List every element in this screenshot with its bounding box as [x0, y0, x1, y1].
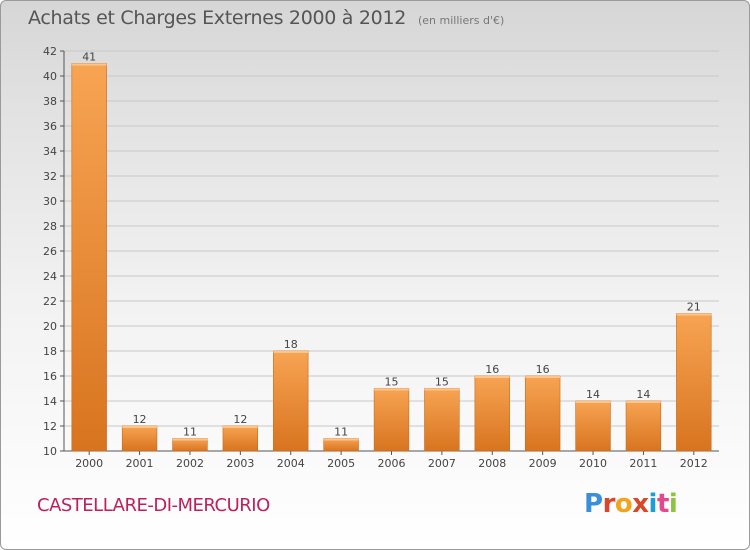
bar-highlight: [71, 63, 107, 66]
x-tick-label-2008: 2008: [478, 457, 506, 470]
x-tick-label-2001: 2001: [126, 457, 154, 470]
labels: 41 2000 12 2001 11 2002 12 2003 18 2004 11 2005 15 20…: [75, 51, 708, 471]
data-label-2004: 18: [284, 338, 298, 351]
city-name: CASTELLARE-DI-MERCURIO: [37, 495, 270, 516]
bar-highlight: [474, 376, 510, 378]
data-label-2012: 21: [687, 301, 701, 314]
data-label-2007: 15: [435, 376, 449, 389]
x-tick-label-2010: 2010: [579, 457, 607, 470]
y-tick-label: 30: [43, 195, 57, 208]
y-tick-label: 26: [43, 245, 57, 258]
bar-2012: [676, 313, 712, 452]
x-tick-label-2012: 2012: [680, 457, 708, 470]
data-label-2011: 14: [636, 388, 650, 401]
chart-subtitle: (en milliers d'€): [418, 14, 505, 27]
data-label-2006: 15: [385, 376, 399, 389]
bar-highlight: [323, 438, 359, 441]
bar-2004: [273, 350, 309, 452]
y-tick-label: 32: [43, 170, 57, 183]
bar-2010: [575, 400, 611, 452]
y-tick-label: 36: [43, 120, 57, 133]
proxiti-logo[interactable]: Proxiti: [584, 489, 678, 519]
bar-highlight: [575, 401, 611, 403]
data-label-2001: 12: [133, 413, 147, 426]
y-tick-label: 22: [43, 295, 57, 308]
x-tick-label-2011: 2011: [629, 457, 657, 470]
bar-highlight: [222, 426, 258, 428]
y-tick-label: 14: [43, 395, 57, 408]
x-tick-label-2006: 2006: [378, 457, 406, 470]
bar-2000: [71, 63, 107, 452]
x-tick-label-2007: 2007: [428, 457, 456, 470]
y-tick-label: 40: [43, 70, 57, 83]
x-tick-label-2004: 2004: [277, 457, 305, 470]
data-label-2008: 16: [485, 363, 499, 376]
x-tick-label-2009: 2009: [529, 457, 557, 470]
bars: [71, 63, 712, 452]
x-tick-label-2003: 2003: [226, 457, 254, 470]
y-tick-label: 18: [43, 345, 57, 358]
bar-highlight: [424, 388, 460, 391]
x-tick-label-2002: 2002: [176, 457, 204, 470]
bar-2011: [625, 400, 662, 452]
bar-highlight: [122, 426, 157, 428]
bar-2006: [373, 388, 410, 452]
bar-highlight: [626, 401, 661, 403]
y-tick-label: 10: [43, 445, 57, 458]
bar-2007: [424, 388, 460, 452]
bar-highlight: [172, 438, 208, 441]
y-tick-label: 38: [43, 95, 57, 108]
bar-highlight: [374, 388, 409, 391]
bar-highlight: [676, 313, 712, 316]
bar-2008: [474, 375, 510, 452]
data-label-2002: 11: [183, 426, 197, 439]
y-tick-label: 16: [43, 370, 57, 383]
x-tick-label-2005: 2005: [327, 457, 355, 470]
chart-title: Achats et Charges Externes 2000 à 2012: [28, 7, 407, 29]
x-tick-label-2000: 2000: [75, 457, 103, 470]
bar-2009: [524, 375, 561, 452]
bar-highlight: [273, 351, 309, 353]
y-tick-label: 34: [43, 145, 57, 158]
bar-2003: [222, 425, 259, 452]
data-label-2010: 14: [586, 388, 600, 401]
bar-2001: [121, 425, 158, 452]
data-label-2009: 16: [536, 363, 550, 376]
y-tick-label: 20: [43, 320, 57, 333]
bar-highlight: [525, 376, 561, 378]
y-tick-label: 28: [43, 220, 57, 233]
data-label-2005: 11: [334, 426, 348, 439]
y-tick-label: 42: [43, 45, 57, 58]
y-tick-label: 12: [43, 420, 57, 433]
y-tick-label: 24: [43, 270, 57, 283]
data-label-2000: 41: [82, 51, 96, 64]
data-label-2003: 12: [233, 413, 247, 426]
axes: 10 12 14 16 18 20 22 24 26 28 30 32 34 36 38 40 42: [43, 45, 719, 458]
